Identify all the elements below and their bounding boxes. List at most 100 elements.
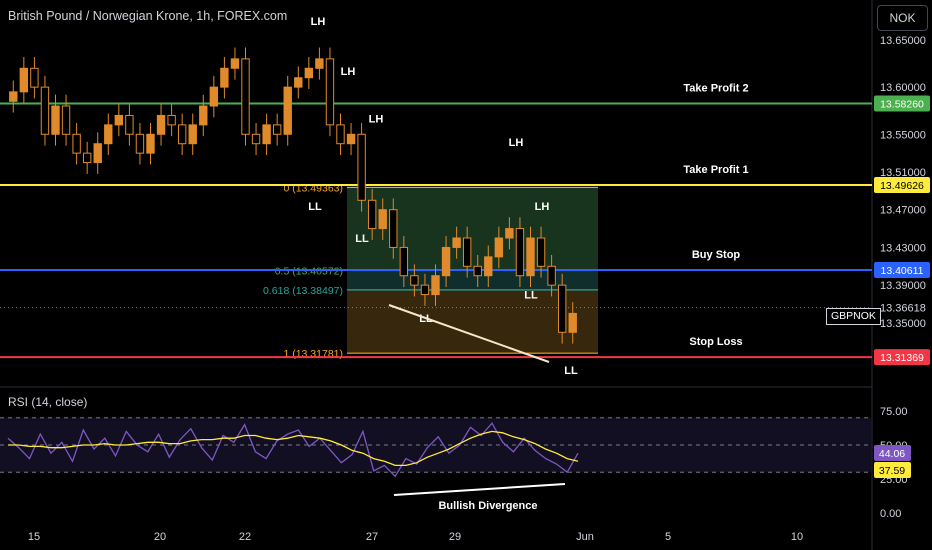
level-price-badge (874, 95, 930, 112)
candle-body (315, 58, 324, 69)
fib-level-label: 0.5 (13.40572) (275, 265, 343, 277)
candle-body (336, 124, 345, 145)
candle-body (452, 237, 461, 248)
time-tick-label: Jun (576, 531, 594, 543)
level-name: Take Profit 1 (683, 164, 748, 176)
price-tick-label: 13.51000 (880, 167, 926, 179)
candle-body (125, 114, 134, 135)
swing-label: LL (355, 233, 369, 245)
candle-body (82, 152, 92, 164)
candle-body (30, 67, 39, 88)
candle-body (51, 105, 60, 135)
candle-body (251, 133, 261, 145)
price-levels: Take Profit 2 13.58260 Take Profit 1 13.496… (0, 83, 930, 366)
candle-body (505, 228, 514, 239)
time-axis: 15 20 22 27 29 Jun 5 10 (28, 531, 803, 543)
candle-body (367, 199, 377, 230)
level-price-label: 13.58260 (880, 99, 924, 111)
swing-label: LH (535, 201, 550, 213)
divergence-trendline (388, 304, 550, 363)
chart-title: British Pound / Norwegian Krone, 1h, FOR… (8, 9, 288, 23)
candle-body (146, 133, 155, 154)
candle-body (294, 77, 303, 88)
candle-body (431, 275, 440, 296)
bullish-divergence-line (393, 483, 566, 496)
candle-body (199, 105, 208, 126)
candle-body (220, 67, 229, 88)
fib-zone-upper (347, 187, 598, 271)
rsi-ma-line (8, 430, 579, 467)
last-price-label: 13.36618 (880, 303, 926, 315)
candle-body (568, 312, 577, 333)
level-name: Buy Stop (692, 249, 741, 261)
swing-label: LH (311, 16, 326, 28)
rsi-value-badge (874, 445, 911, 461)
swing-label: LH (509, 137, 524, 149)
swing-label: LL (524, 290, 538, 302)
swing-label: LL (564, 365, 578, 377)
level-price-badge (874, 176, 930, 193)
candle-body (93, 143, 102, 164)
level-price-label: 13.49626 (880, 180, 924, 192)
candle-body (325, 58, 335, 126)
candle-body (135, 133, 145, 154)
level-name: Stop Loss (689, 336, 742, 348)
candle-body (262, 124, 271, 145)
fib-zone-lower (347, 289, 598, 354)
candle-body (473, 265, 482, 277)
bullish-divergence-label: Bullish Divergence (438, 500, 537, 512)
time-tick-label: 20 (154, 531, 166, 543)
price-tick-label: 13.65000 (880, 35, 926, 47)
candle-body (167, 114, 176, 126)
price-tick-label: 13.39000 (880, 280, 926, 292)
rsi-value-label: 44.06 (879, 448, 905, 460)
candle-body (557, 284, 567, 333)
candle-body (547, 265, 556, 286)
candle-body (272, 124, 282, 135)
symbol-label: GBPNOK (826, 308, 881, 325)
rsi-tick-label: 0.00 (880, 508, 901, 520)
rsi-tick-label: 75.00 (880, 406, 908, 418)
candle-body (304, 67, 314, 79)
candlestick-series (9, 47, 577, 344)
candle-body (209, 86, 219, 107)
price-tick-label: 13.47000 (880, 205, 926, 217)
time-tick-label: 22 (239, 531, 251, 543)
candle-body (494, 237, 504, 258)
candle-body (104, 124, 113, 145)
rsi-title: RSI (14, close) (8, 395, 88, 409)
candle-body (40, 86, 50, 135)
rsi-ma-value-label: 37.59 (879, 465, 905, 477)
candle-body (378, 209, 387, 230)
fib-level-label: 0.618 (13.38497) (263, 285, 343, 297)
candle-body (9, 91, 18, 102)
swing-label: LH (341, 66, 356, 78)
level-price-label: 13.40611 (880, 265, 923, 277)
time-tick-label: 5 (665, 531, 671, 543)
candle-body (389, 209, 398, 248)
candle-body (515, 228, 525, 277)
candle-body (526, 237, 535, 277)
swing-label: LL (308, 201, 322, 213)
level-price-label: 13.31369 (880, 352, 924, 364)
price-tick-label: 13.60000 (880, 82, 926, 94)
candle-body (61, 105, 71, 135)
level-price-badge (874, 349, 930, 366)
time-tick-label: 29 (449, 531, 461, 543)
candle-body (410, 275, 419, 286)
candle-body (357, 133, 366, 201)
currency-button[interactable]: NOK (877, 5, 928, 31)
candle-body (114, 114, 124, 126)
candle-body (230, 58, 240, 69)
fib-zone-middle (347, 270, 598, 290)
level-name: Take Profit 2 (683, 83, 748, 95)
rsi-ma-badge (874, 462, 911, 478)
candle-body (536, 237, 546, 267)
candle-body (346, 133, 356, 145)
price-tick-label: 13.55000 (880, 129, 926, 141)
candle-body (484, 256, 493, 277)
candle-body (156, 114, 166, 135)
candle-body (283, 86, 292, 135)
candle-body (462, 237, 472, 267)
